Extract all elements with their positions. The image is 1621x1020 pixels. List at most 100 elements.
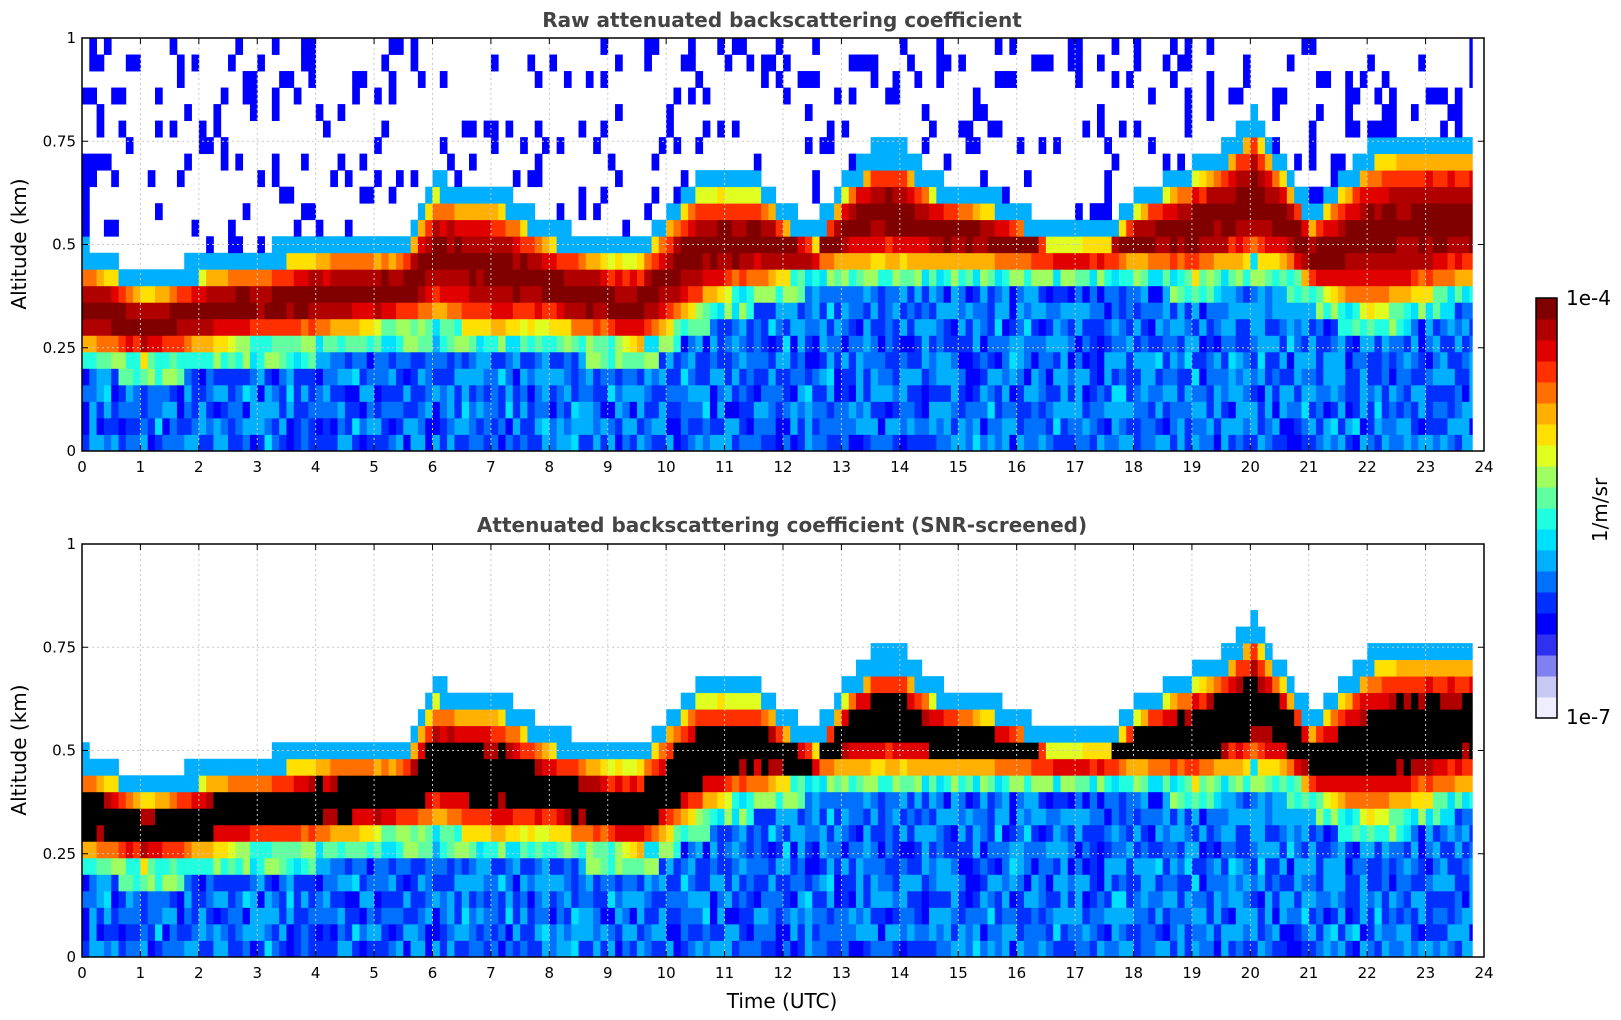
heatmap-cell — [593, 808, 601, 826]
heatmap-cell — [914, 71, 923, 88]
heatmap-cell — [746, 269, 755, 287]
heatmap-cell — [1009, 401, 1018, 419]
heatmap-cell — [578, 824, 587, 842]
heatmap-cell — [841, 709, 850, 727]
heatmap-cell — [1031, 318, 1039, 336]
heatmap-cell — [600, 269, 609, 287]
heatmap-cell — [505, 857, 514, 875]
heatmap-cell — [264, 923, 273, 941]
heatmap-cell — [89, 269, 97, 287]
heatmap-cell — [826, 824, 835, 842]
heatmap-cell — [1184, 434, 1193, 452]
heatmap-cell — [308, 318, 317, 336]
heatmap-cell — [403, 351, 411, 369]
heatmap-cell — [147, 791, 156, 809]
heatmap-cell — [1023, 384, 1032, 402]
heatmap-cell — [432, 857, 441, 875]
heatmap-cell — [600, 890, 609, 908]
heatmap-cell — [680, 269, 689, 287]
heatmap-cell — [863, 351, 872, 369]
heatmap-cell — [812, 368, 820, 386]
heatmap-cell — [176, 351, 185, 369]
heatmap-cell — [877, 791, 886, 809]
heatmap-cell — [987, 417, 996, 435]
heatmap-cell — [702, 709, 711, 727]
heatmap-cell — [359, 401, 368, 419]
heatmap-cell — [578, 775, 587, 793]
heatmap-cell — [410, 368, 419, 386]
heatmap-cell — [133, 368, 141, 386]
heatmap-cell — [790, 725, 798, 743]
heatmap-cell — [432, 676, 441, 694]
heatmap-cell — [622, 269, 631, 287]
heatmap-cell — [768, 775, 777, 793]
heatmap-cell — [213, 318, 222, 336]
heatmap-cell — [812, 434, 820, 452]
heatmap-cell — [498, 219, 506, 237]
heatmap-cell — [709, 808, 718, 826]
heatmap-cell — [863, 368, 872, 386]
heatmap-cell — [1199, 219, 1207, 237]
heatmap-cell — [943, 203, 952, 221]
heatmap-cell — [1454, 269, 1463, 287]
heatmap-cell — [476, 940, 485, 958]
heatmap-cell — [666, 335, 674, 353]
heatmap-cell — [841, 692, 850, 710]
heatmap-cell — [739, 824, 747, 842]
heatmap-cell — [629, 940, 638, 958]
heatmap-cell — [1177, 434, 1186, 452]
heatmap-cell — [235, 302, 244, 320]
heatmap-cell — [1389, 285, 1397, 303]
heatmap-cell — [264, 775, 273, 793]
heatmap-cell — [1133, 54, 1142, 72]
heatmap-cell — [1359, 219, 1368, 237]
heatmap-cell — [585, 808, 594, 826]
heatmap-cell — [505, 824, 514, 842]
heatmap-cell — [709, 318, 718, 336]
heatmap-cell — [724, 54, 733, 72]
heatmap-cell — [1345, 71, 1353, 88]
heatmap-cell — [1250, 401, 1259, 419]
heatmap-cell — [249, 758, 258, 776]
heatmap-cell — [125, 401, 134, 419]
heatmap-cell — [994, 252, 1003, 270]
heatmap-cell — [534, 384, 543, 402]
heatmap-cell — [856, 808, 864, 826]
heatmap-cell — [571, 302, 579, 320]
y-tick-label: 0.25 — [43, 339, 76, 357]
heatmap-cell — [1162, 252, 1171, 270]
heatmap-cell — [804, 269, 813, 287]
heatmap-cell — [797, 71, 806, 88]
heatmap-cell — [264, 302, 273, 320]
heatmap-cell — [768, 417, 777, 435]
heatmap-cell — [322, 351, 331, 369]
heatmap-cell — [1323, 335, 1332, 353]
heatmap-cell — [359, 824, 368, 842]
heatmap-cell — [717, 236, 725, 254]
heatmap-cell — [432, 170, 441, 188]
heatmap-cell — [1082, 434, 1091, 452]
heatmap-cell — [505, 401, 514, 419]
heatmap-cell — [753, 186, 762, 204]
heatmap-cell — [96, 104, 105, 121]
heatmap-cell — [301, 808, 309, 826]
heatmap-cell — [1257, 269, 1266, 287]
heatmap-cell — [921, 401, 930, 419]
heatmap-cell — [103, 434, 112, 452]
heatmap-cell — [395, 318, 404, 336]
x-tick-label: 5 — [369, 458, 379, 476]
heatmap-cell — [717, 368, 725, 386]
heatmap-cell — [578, 417, 587, 435]
heatmap-cell — [709, 302, 718, 320]
heatmap-cell — [863, 170, 872, 188]
heatmap-cell — [753, 252, 762, 270]
heatmap-cell — [512, 269, 521, 287]
heatmap-cell — [702, 186, 711, 204]
heatmap-cell — [1133, 302, 1142, 320]
heatmap-cell — [125, 318, 134, 336]
heatmap-cell — [1359, 417, 1368, 435]
heatmap-cell — [644, 857, 652, 875]
heatmap-cell — [1454, 384, 1463, 402]
heatmap-cell — [790, 758, 798, 776]
heatmap-cell — [1410, 318, 1419, 336]
